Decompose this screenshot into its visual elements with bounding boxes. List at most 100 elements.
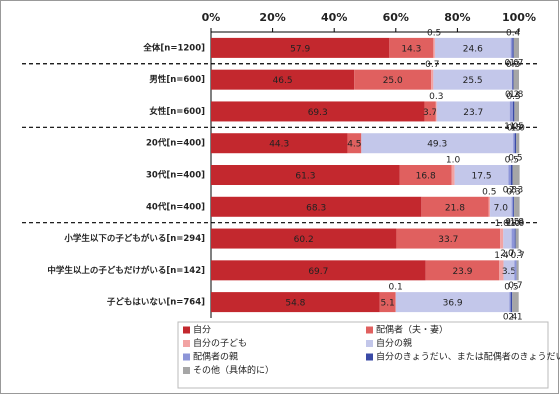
data-label: 2.1 xyxy=(508,313,522,323)
bar-segment xyxy=(514,197,520,217)
legend-swatch xyxy=(366,354,373,361)
x-tick-label: 20% xyxy=(259,11,285,24)
y-tick-label: 40代[n=400] xyxy=(146,201,205,212)
bar-segment xyxy=(514,260,516,280)
data-label: 46.5 xyxy=(273,76,293,86)
legend-label: 自分 xyxy=(193,324,211,336)
x-tick-label: 80% xyxy=(444,11,470,24)
y-tick-label: 中学生以上の子どもだけがいる[n=142] xyxy=(47,265,205,276)
data-label: 61.3 xyxy=(295,172,315,182)
legend-swatch xyxy=(366,327,373,334)
data-label: 0.3 xyxy=(506,187,520,197)
bar-segment xyxy=(511,38,513,58)
data-label: 17.5 xyxy=(472,172,492,182)
bar-segment xyxy=(513,38,514,58)
legend-swatch xyxy=(183,367,190,374)
data-label: 25.0 xyxy=(383,76,403,86)
data-label: 0.7 xyxy=(425,60,439,70)
legend-label: 配偶者（夫・妻） xyxy=(376,324,448,336)
data-label: 3.7 xyxy=(423,108,437,118)
bar-segment xyxy=(513,70,519,90)
bar-segment xyxy=(500,229,503,249)
y-tick-label: 20代[n=400] xyxy=(146,138,205,149)
data-label: 68.3 xyxy=(306,203,326,213)
bar-segment xyxy=(513,165,520,185)
legend-label: 配偶者の親 xyxy=(193,351,238,363)
data-label: 5.1 xyxy=(380,299,394,309)
x-tick-label: 40% xyxy=(321,11,347,24)
legend-swatch xyxy=(183,327,190,334)
data-label: 4.5 xyxy=(347,140,361,150)
y-tick-label: 30代[n=400] xyxy=(146,170,205,181)
bar-segment xyxy=(431,70,433,90)
legend-label: 自分の子ども xyxy=(193,337,247,349)
y-tick-label: 女性[n=600] xyxy=(149,106,205,117)
data-label: 0.3 xyxy=(506,60,520,70)
y-tick-label: 男性[n=600] xyxy=(149,74,205,85)
data-label: 0.1 xyxy=(388,283,402,293)
bar-segment xyxy=(512,292,518,312)
data-label: 14.3 xyxy=(401,44,421,54)
data-label: 54.8 xyxy=(285,299,305,309)
y-tick-label: 子どもはいない[n=764] xyxy=(107,297,205,308)
bar-segment xyxy=(517,260,519,280)
bar-segment xyxy=(436,101,437,121)
y-tick-label: 全体[n=1200] xyxy=(142,42,205,53)
bar-segment xyxy=(452,165,455,185)
bar-segment xyxy=(512,70,513,90)
x-tick-label: 60% xyxy=(383,11,409,24)
bar-segment xyxy=(433,38,435,58)
data-label: 60.2 xyxy=(294,235,314,245)
data-label: 16.8 xyxy=(416,172,436,182)
bar-segment xyxy=(510,101,513,121)
legend-label: 自分の親 xyxy=(376,337,412,349)
data-label: 69.3 xyxy=(308,108,328,118)
data-label: 1.0 xyxy=(446,156,461,166)
legend-swatch xyxy=(366,340,373,347)
data-label: 1.0 xyxy=(511,124,526,134)
bar-segment xyxy=(512,229,515,249)
bar-segment xyxy=(513,70,514,90)
bar-segment xyxy=(516,229,519,249)
data-label: 23.9 xyxy=(452,267,472,277)
bar-segment xyxy=(503,229,511,249)
x-tick-label: 100% xyxy=(502,11,536,24)
data-label: 0.5 xyxy=(506,92,520,102)
bar-segment xyxy=(509,165,511,185)
legend-label: その他（具体的に） xyxy=(193,364,274,376)
bar-segment xyxy=(513,133,515,153)
bar-segment xyxy=(513,101,515,121)
data-label: 21.8 xyxy=(445,203,465,213)
data-label: 36.9 xyxy=(443,299,463,309)
bar-segment xyxy=(515,229,516,249)
data-label: 0.5 xyxy=(505,156,519,166)
bar-segment xyxy=(509,292,510,312)
bar-segment xyxy=(514,101,519,121)
bar-segment xyxy=(513,197,514,217)
data-label: 23.7 xyxy=(463,108,483,118)
bar-segment xyxy=(515,133,517,153)
x-tick-label: 0% xyxy=(202,11,221,24)
legend-label: 自分のきょうだい、または配偶者のきょうだい xyxy=(376,351,560,363)
data-label: 0.7 xyxy=(510,251,524,261)
data-label: 1.4 xyxy=(494,251,509,261)
data-label: 49.3 xyxy=(427,140,447,150)
bar-segment xyxy=(512,197,514,217)
bar-segment xyxy=(514,38,519,58)
data-label: 57.9 xyxy=(290,44,310,54)
data-label: 0.4 xyxy=(506,28,521,38)
data-label: 69.7 xyxy=(308,267,328,277)
bar-segment xyxy=(511,292,513,312)
bar-segment xyxy=(489,197,491,217)
data-label: 1.0 xyxy=(510,219,525,229)
data-label: 0.5 xyxy=(504,283,518,293)
data-label: 7.0 xyxy=(494,203,509,213)
data-label: 0.5 xyxy=(427,28,441,38)
data-label: 33.7 xyxy=(438,235,458,245)
legend-swatch xyxy=(183,354,190,361)
data-label: 44.3 xyxy=(269,140,289,150)
legend-swatch xyxy=(183,340,190,347)
data-label: 25.5 xyxy=(463,76,483,86)
data-label: 0.3 xyxy=(429,92,443,102)
